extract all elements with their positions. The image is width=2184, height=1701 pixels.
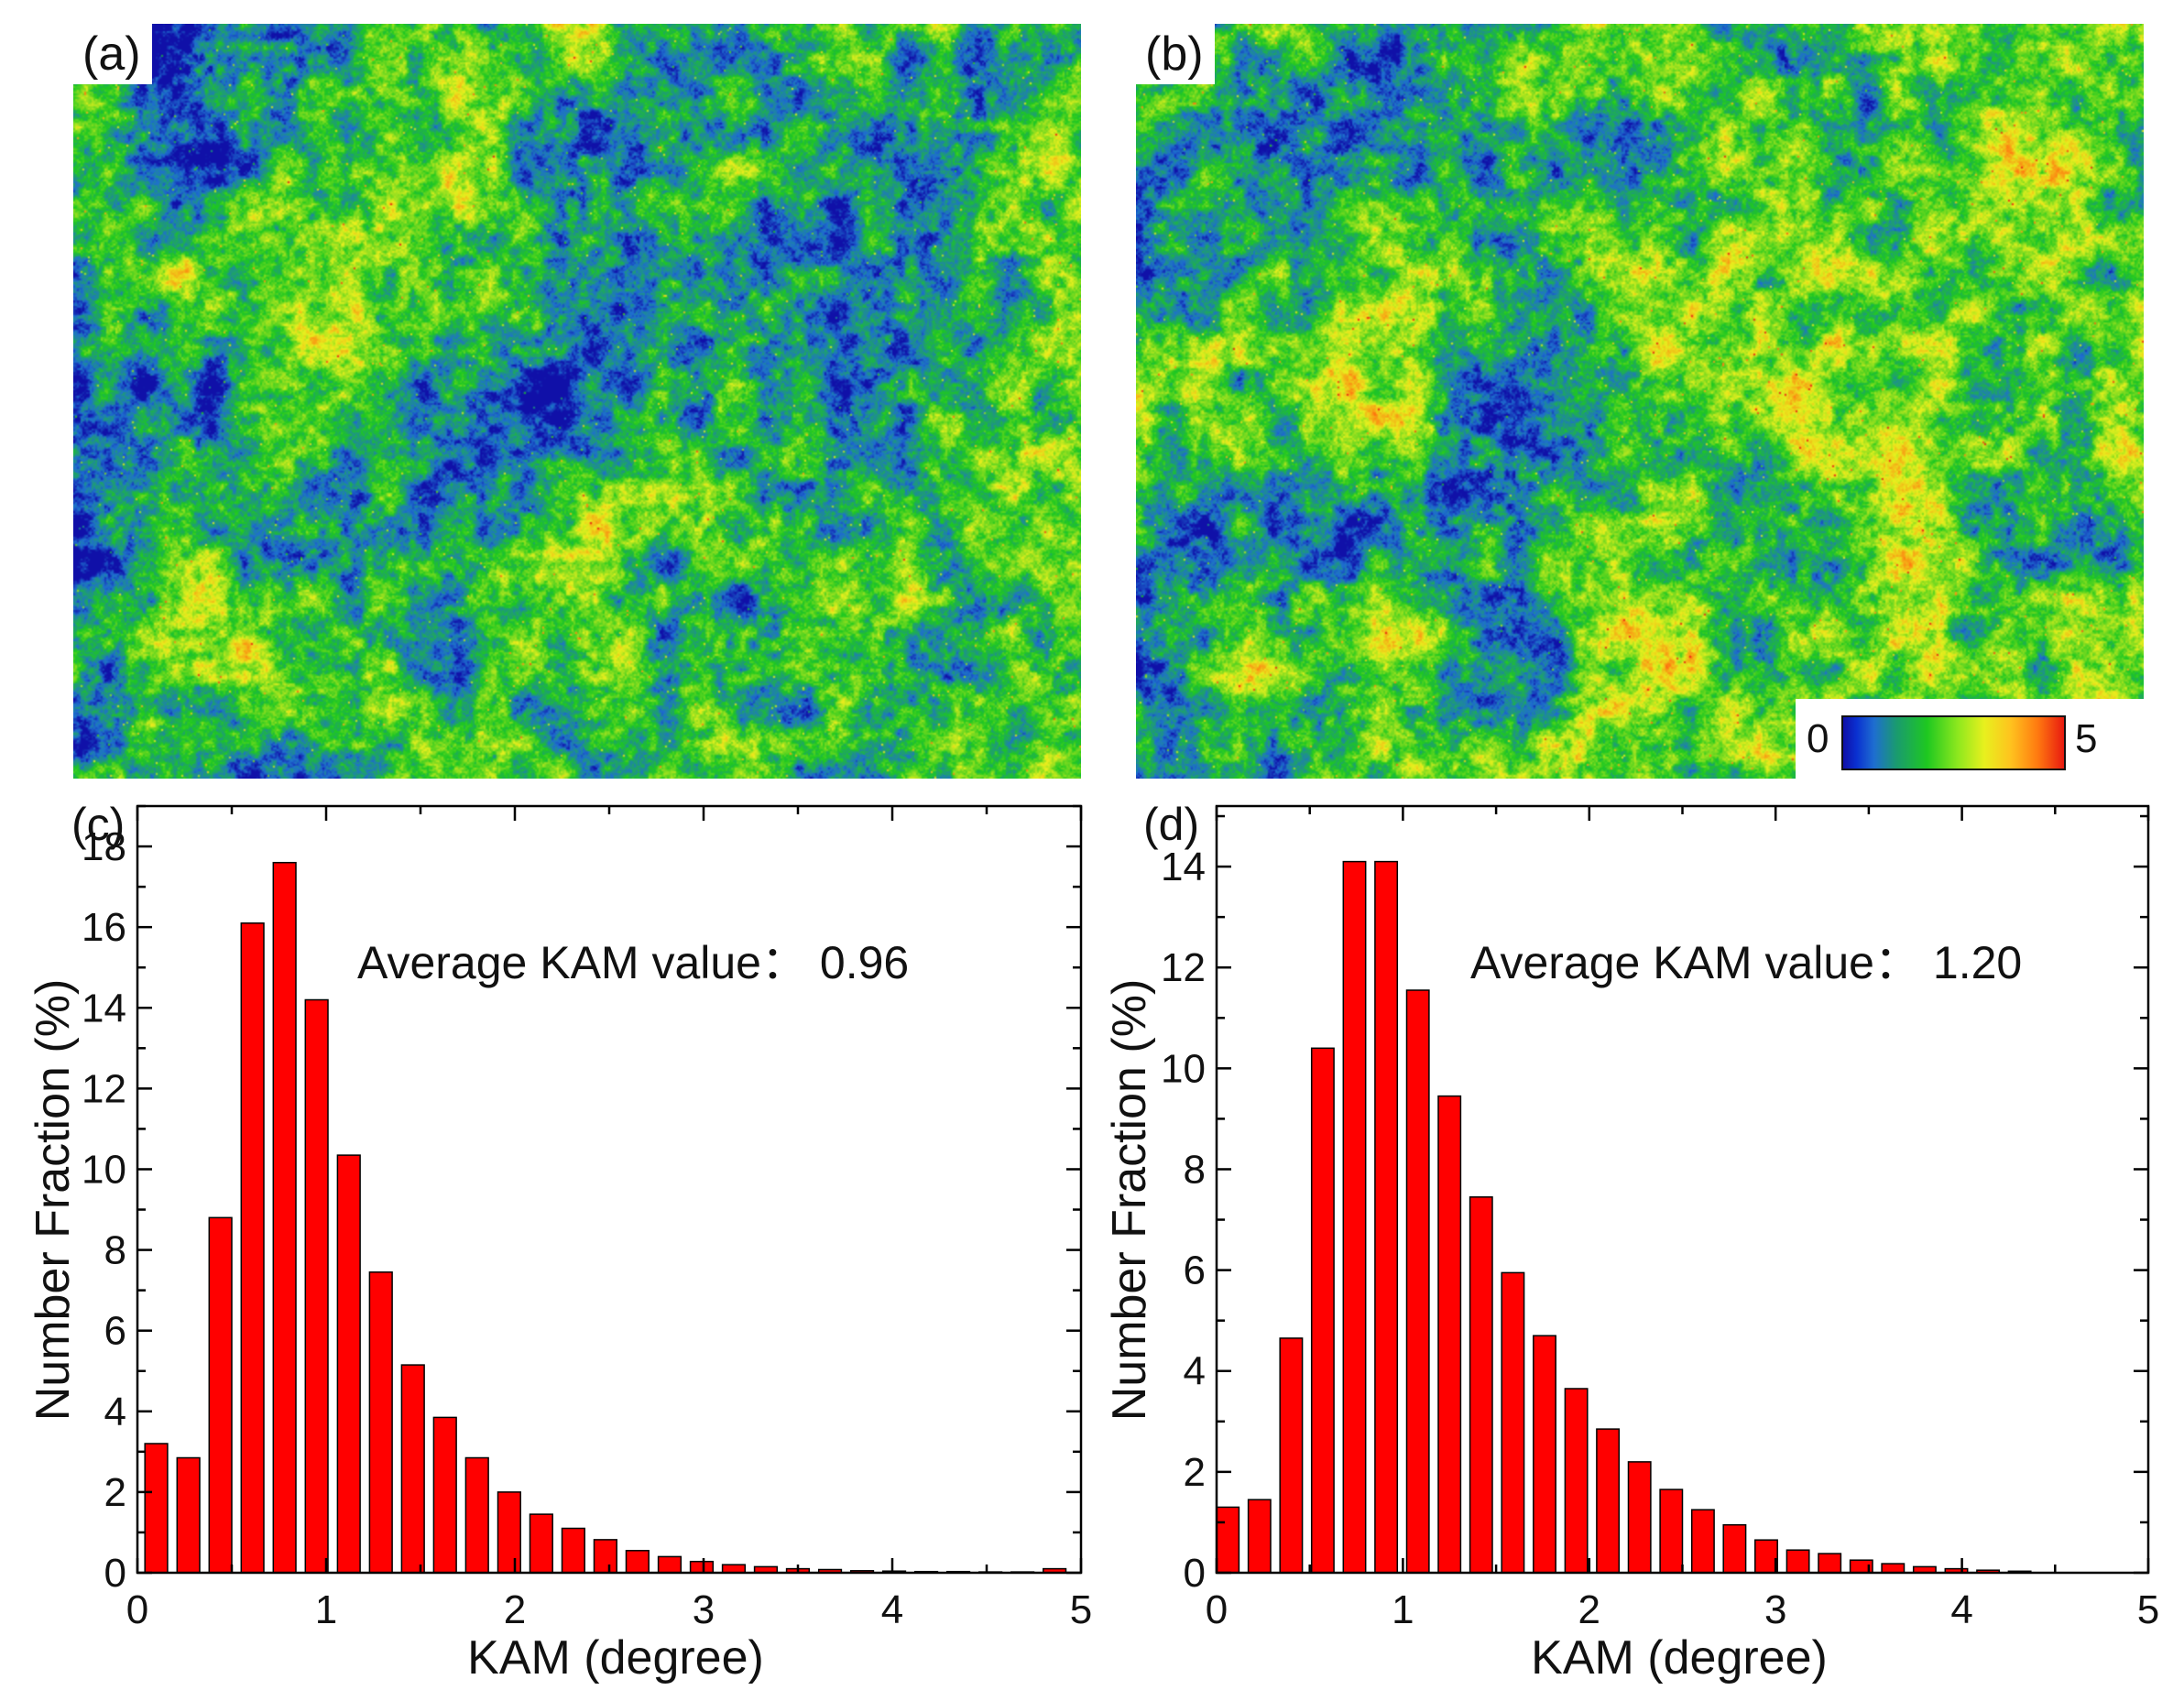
bar-c-16: [657, 1555, 682, 1574]
bar-d-17: [1754, 1539, 1778, 1574]
x-tick-label-c: 0: [126, 1587, 148, 1632]
average-kam-annotation-d: Average KAM value： 1.20: [1470, 937, 2022, 988]
y-tick-label-d: 4: [1184, 1349, 1206, 1394]
bar-c-3: [240, 922, 265, 1574]
bar-c-7: [368, 1271, 393, 1574]
bar-d-14: [1659, 1488, 1684, 1574]
colorbar-legend: 0 5: [1796, 699, 2144, 779]
x-tick-label-d: 4: [1950, 1587, 1972, 1632]
y-tick-label-d: 8: [1184, 1147, 1206, 1192]
y-tick-label-d: 12: [1161, 945, 1206, 990]
y-tick-label-c: 10: [82, 1147, 126, 1192]
average-kam-annotation-c: Average KAM value： 0.96: [357, 937, 909, 988]
bar-c-12: [529, 1513, 553, 1574]
bar-d-13: [1627, 1461, 1652, 1574]
kam-map-a: [73, 24, 1081, 779]
panel-label-d: (d): [1143, 799, 1199, 850]
bar-d-9: [1501, 1271, 1525, 1574]
bar-c-9: [432, 1416, 457, 1574]
bar-d-4: [1342, 860, 1367, 1574]
bar-d-2: [1279, 1337, 1304, 1574]
y-tick-label-d: 14: [1161, 845, 1206, 889]
x-tick-label-c: 5: [1070, 1587, 1092, 1632]
bar-c-5: [304, 998, 329, 1574]
y-axis-label-c: Number Fraction (%): [27, 979, 80, 1422]
x-tick-label-c: 3: [693, 1587, 715, 1632]
bar-c-4: [272, 861, 297, 1574]
bar-d-10: [1533, 1335, 1556, 1574]
bar-c-10: [464, 1456, 489, 1574]
bar-c-6: [336, 1154, 361, 1574]
colorbar-min-label: 0: [1807, 716, 1829, 761]
x-tick-label-d: 3: [1764, 1587, 1786, 1632]
y-tick-label-d: 2: [1184, 1450, 1206, 1495]
y-tick-label-d: 10: [1161, 1046, 1206, 1091]
y-tick-label-c: 6: [104, 1309, 126, 1354]
histogram-d: (d) Average KAM value： 1.20 KAM (degree)…: [1103, 799, 2159, 1685]
bar-d-12: [1596, 1428, 1621, 1574]
y-tick-label-c: 4: [104, 1390, 126, 1434]
bar-d-8: [1469, 1196, 1493, 1574]
x-tick-label-d: 0: [1206, 1587, 1228, 1632]
bar-c-15: [625, 1550, 650, 1574]
y-tick-label-c: 8: [104, 1228, 126, 1273]
kam-map-layer: (a) (b) 0 5: [0, 0, 2184, 779]
bar-d-5: [1374, 860, 1399, 1574]
x-tick-label-c: 4: [881, 1587, 903, 1632]
bar-d-21: [1881, 1563, 1906, 1574]
bar-c-17: [689, 1560, 715, 1574]
bar-c-18: [721, 1564, 747, 1574]
bar-d-19: [1818, 1553, 1842, 1574]
x-tick-label-d: 5: [2137, 1587, 2159, 1632]
y-tick-label-c: 16: [82, 905, 126, 950]
y-tick-label-c: 2: [104, 1470, 126, 1515]
bar-d-7: [1437, 1095, 1462, 1574]
y-tick-label-c: 18: [82, 824, 126, 869]
bar-d-15: [1690, 1509, 1715, 1574]
colorbar-gradient: [1841, 715, 2066, 770]
y-tick-label-c: 12: [82, 1066, 126, 1111]
y-tick-label-c: 0: [104, 1551, 126, 1596]
bar-d-11: [1564, 1388, 1589, 1574]
panel-label-b: (b): [1136, 24, 1215, 84]
bar-c-0: [144, 1443, 169, 1574]
y-tick-label-d: 6: [1184, 1248, 1206, 1293]
bar-c-13: [561, 1527, 585, 1574]
x-tick-label-c: 2: [504, 1587, 526, 1632]
histogram-c: (c) Average KAM value： 0.96 KAM (degree)…: [27, 799, 1092, 1685]
bar-c-14: [593, 1539, 617, 1574]
bar-d-0: [1216, 1506, 1240, 1574]
panel-label-c: (c): [71, 799, 125, 850]
x-tick-label-d: 1: [1392, 1587, 1414, 1632]
panel-label-a: (a): [73, 24, 152, 84]
bar-c-2: [208, 1216, 233, 1574]
y-tick-label-c: 14: [82, 986, 126, 1030]
bar-d-16: [1722, 1523, 1747, 1574]
kam-map-b: [1136, 24, 2144, 779]
x-tick-label-d: 2: [1578, 1587, 1600, 1632]
y-axis-label-d: Number Fraction (%): [1103, 979, 1156, 1422]
x-axis-label-c: KAM (degree): [467, 1631, 764, 1685]
bar-c-11: [497, 1491, 521, 1574]
bar-d-3: [1310, 1047, 1335, 1574]
bar-c-1: [176, 1456, 201, 1574]
bar-d-6: [1405, 989, 1430, 1574]
bar-c-8: [400, 1364, 425, 1574]
colorbar-max-label: 5: [2075, 716, 2098, 761]
x-tick-label-c: 1: [315, 1587, 337, 1632]
bar-d-18: [1785, 1549, 1810, 1574]
x-axis-label-d: KAM (degree): [1531, 1631, 1828, 1685]
y-tick-label-d: 0: [1184, 1551, 1206, 1596]
bar-d-1: [1247, 1499, 1272, 1574]
